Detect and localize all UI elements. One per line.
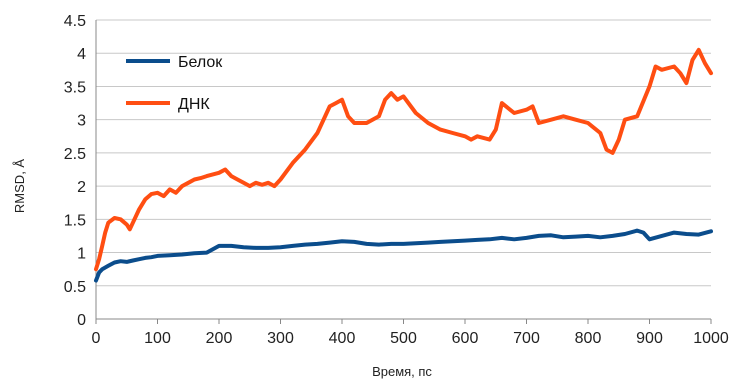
y-axis-title: RMSD, Å: [12, 159, 27, 214]
x-tick-label: 100: [144, 330, 171, 347]
x-tick-label: 200: [206, 330, 233, 347]
y-tick-label: 2: [77, 179, 86, 196]
y-tick-label: 3: [77, 113, 86, 130]
series-line-belok: [94, 228, 713, 283]
y-tick-label: 4.5: [64, 13, 86, 30]
x-tick-label: 900: [636, 330, 663, 347]
x-tick-label: 0: [92, 330, 101, 347]
legend: Белок ДНК: [126, 54, 223, 113]
x-tick-label: 600: [452, 330, 479, 347]
x-tick-label: 700: [513, 330, 540, 347]
legend-label-dnk: ДНК: [178, 96, 210, 113]
x-tick-label: 400: [329, 330, 356, 347]
y-tick-label: 0: [77, 312, 86, 329]
series-line-dnk: [94, 47, 713, 272]
y-tick-label: 1.5: [64, 212, 86, 229]
x-axis-title: Время, пс: [372, 364, 432, 379]
y-tick-label: 2.5: [64, 146, 86, 163]
x-tick-label: 300: [267, 330, 294, 347]
y-tick-label: 3.5: [64, 79, 86, 96]
y-tick-label: 4: [77, 46, 86, 63]
legend-label-belok: Белок: [178, 54, 223, 71]
x-tick-label: 500: [390, 330, 417, 347]
y-tick-labels: 0 0.5 1 1.5 2 2.5 3 3.5 4 4.5: [64, 13, 86, 329]
x-tick-labels: 0 100 200 300 400 500 600 700 800 900 1000: [92, 330, 729, 347]
y-tick-label: 0.5: [64, 279, 86, 296]
x-tick-label: 800: [575, 330, 602, 347]
y-tick-label: 1: [77, 246, 86, 263]
series-lines: [94, 47, 713, 283]
x-tick-label: 1000: [693, 330, 729, 347]
